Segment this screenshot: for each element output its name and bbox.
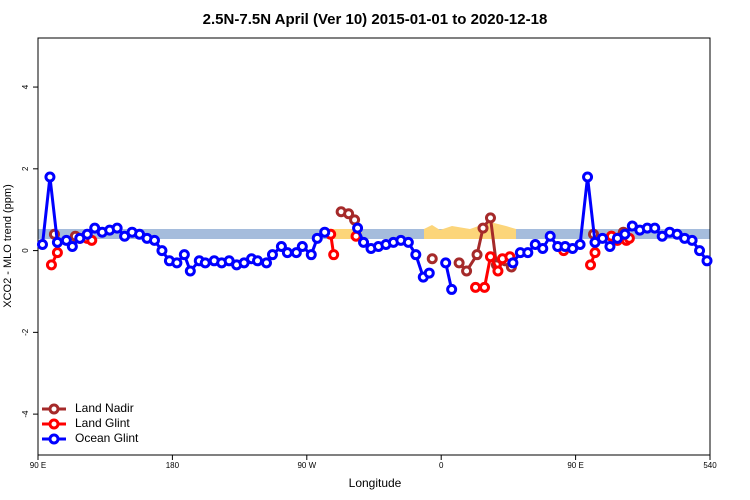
point <box>426 253 438 265</box>
point <box>589 247 601 259</box>
point <box>402 236 414 248</box>
y-tick-label: 2 <box>21 166 30 171</box>
point <box>492 265 504 277</box>
point <box>470 281 482 293</box>
point <box>574 238 586 250</box>
x-axis-label: Longitude <box>349 476 402 490</box>
point <box>156 245 168 257</box>
y-tick-label: 0 <box>21 248 30 253</box>
x-tick-label: 540 <box>703 461 717 470</box>
point <box>51 236 63 248</box>
point <box>171 257 183 269</box>
background-band <box>38 229 710 239</box>
point <box>619 228 631 240</box>
y-tick-label: -2 <box>21 328 30 336</box>
point <box>694 245 706 257</box>
y-tick-label: -4 <box>21 410 30 418</box>
point <box>184 265 196 277</box>
point <box>461 265 473 277</box>
point <box>352 222 364 234</box>
point <box>507 257 519 269</box>
point <box>453 257 465 269</box>
point <box>544 230 556 242</box>
point <box>440 257 452 269</box>
point <box>328 249 340 261</box>
point <box>111 222 123 234</box>
point <box>423 267 435 279</box>
y-axis-label: XCO2 - MLO trend (ppm) <box>2 184 14 307</box>
point <box>266 249 278 261</box>
point <box>148 234 160 246</box>
point <box>260 257 272 269</box>
point <box>36 238 48 250</box>
x-tick-label: 0 <box>439 461 444 470</box>
point <box>296 241 308 252</box>
point <box>311 232 323 244</box>
land-band <box>424 222 516 239</box>
point <box>281 247 293 259</box>
point <box>522 247 534 259</box>
point <box>66 241 78 252</box>
point <box>343 208 355 220</box>
x-tick-label: 90 E <box>30 461 46 470</box>
legend-marker <box>48 418 60 430</box>
point <box>199 257 211 269</box>
x-tick-label: 90 E <box>567 461 583 470</box>
point <box>410 249 422 261</box>
land-band <box>328 229 362 239</box>
y-tick-label: 4 <box>21 84 30 89</box>
point <box>479 281 491 293</box>
chart-title: 2.5N-7.5N April (Ver 10) 2015-01-01 to 2… <box>203 11 548 28</box>
point <box>537 243 549 255</box>
point <box>252 255 264 267</box>
point <box>649 222 661 234</box>
point <box>44 171 56 183</box>
point <box>484 251 496 263</box>
x-tick-label: 90 W <box>297 461 316 470</box>
point <box>582 171 594 183</box>
legend-label: Ocean Glint <box>75 431 139 445</box>
point <box>604 241 616 252</box>
point <box>484 212 496 224</box>
point <box>305 249 317 261</box>
point <box>178 249 190 261</box>
point <box>275 241 287 252</box>
point <box>585 259 597 271</box>
point <box>701 255 713 267</box>
legend-label: Land Nadir <box>75 401 134 415</box>
series-line <box>50 234 631 289</box>
point <box>45 259 57 271</box>
point <box>81 228 93 240</box>
point <box>51 247 63 259</box>
legend-marker <box>48 403 60 415</box>
legend-marker <box>48 433 60 445</box>
point <box>471 249 483 261</box>
point <box>477 222 489 234</box>
legend-label: Land Glint <box>75 416 130 430</box>
point <box>596 232 608 244</box>
point <box>446 283 458 295</box>
point <box>60 234 72 246</box>
point <box>358 236 370 248</box>
point <box>686 234 698 246</box>
point <box>290 247 302 259</box>
x-tick-label: 180 <box>166 461 180 470</box>
point <box>319 226 331 238</box>
